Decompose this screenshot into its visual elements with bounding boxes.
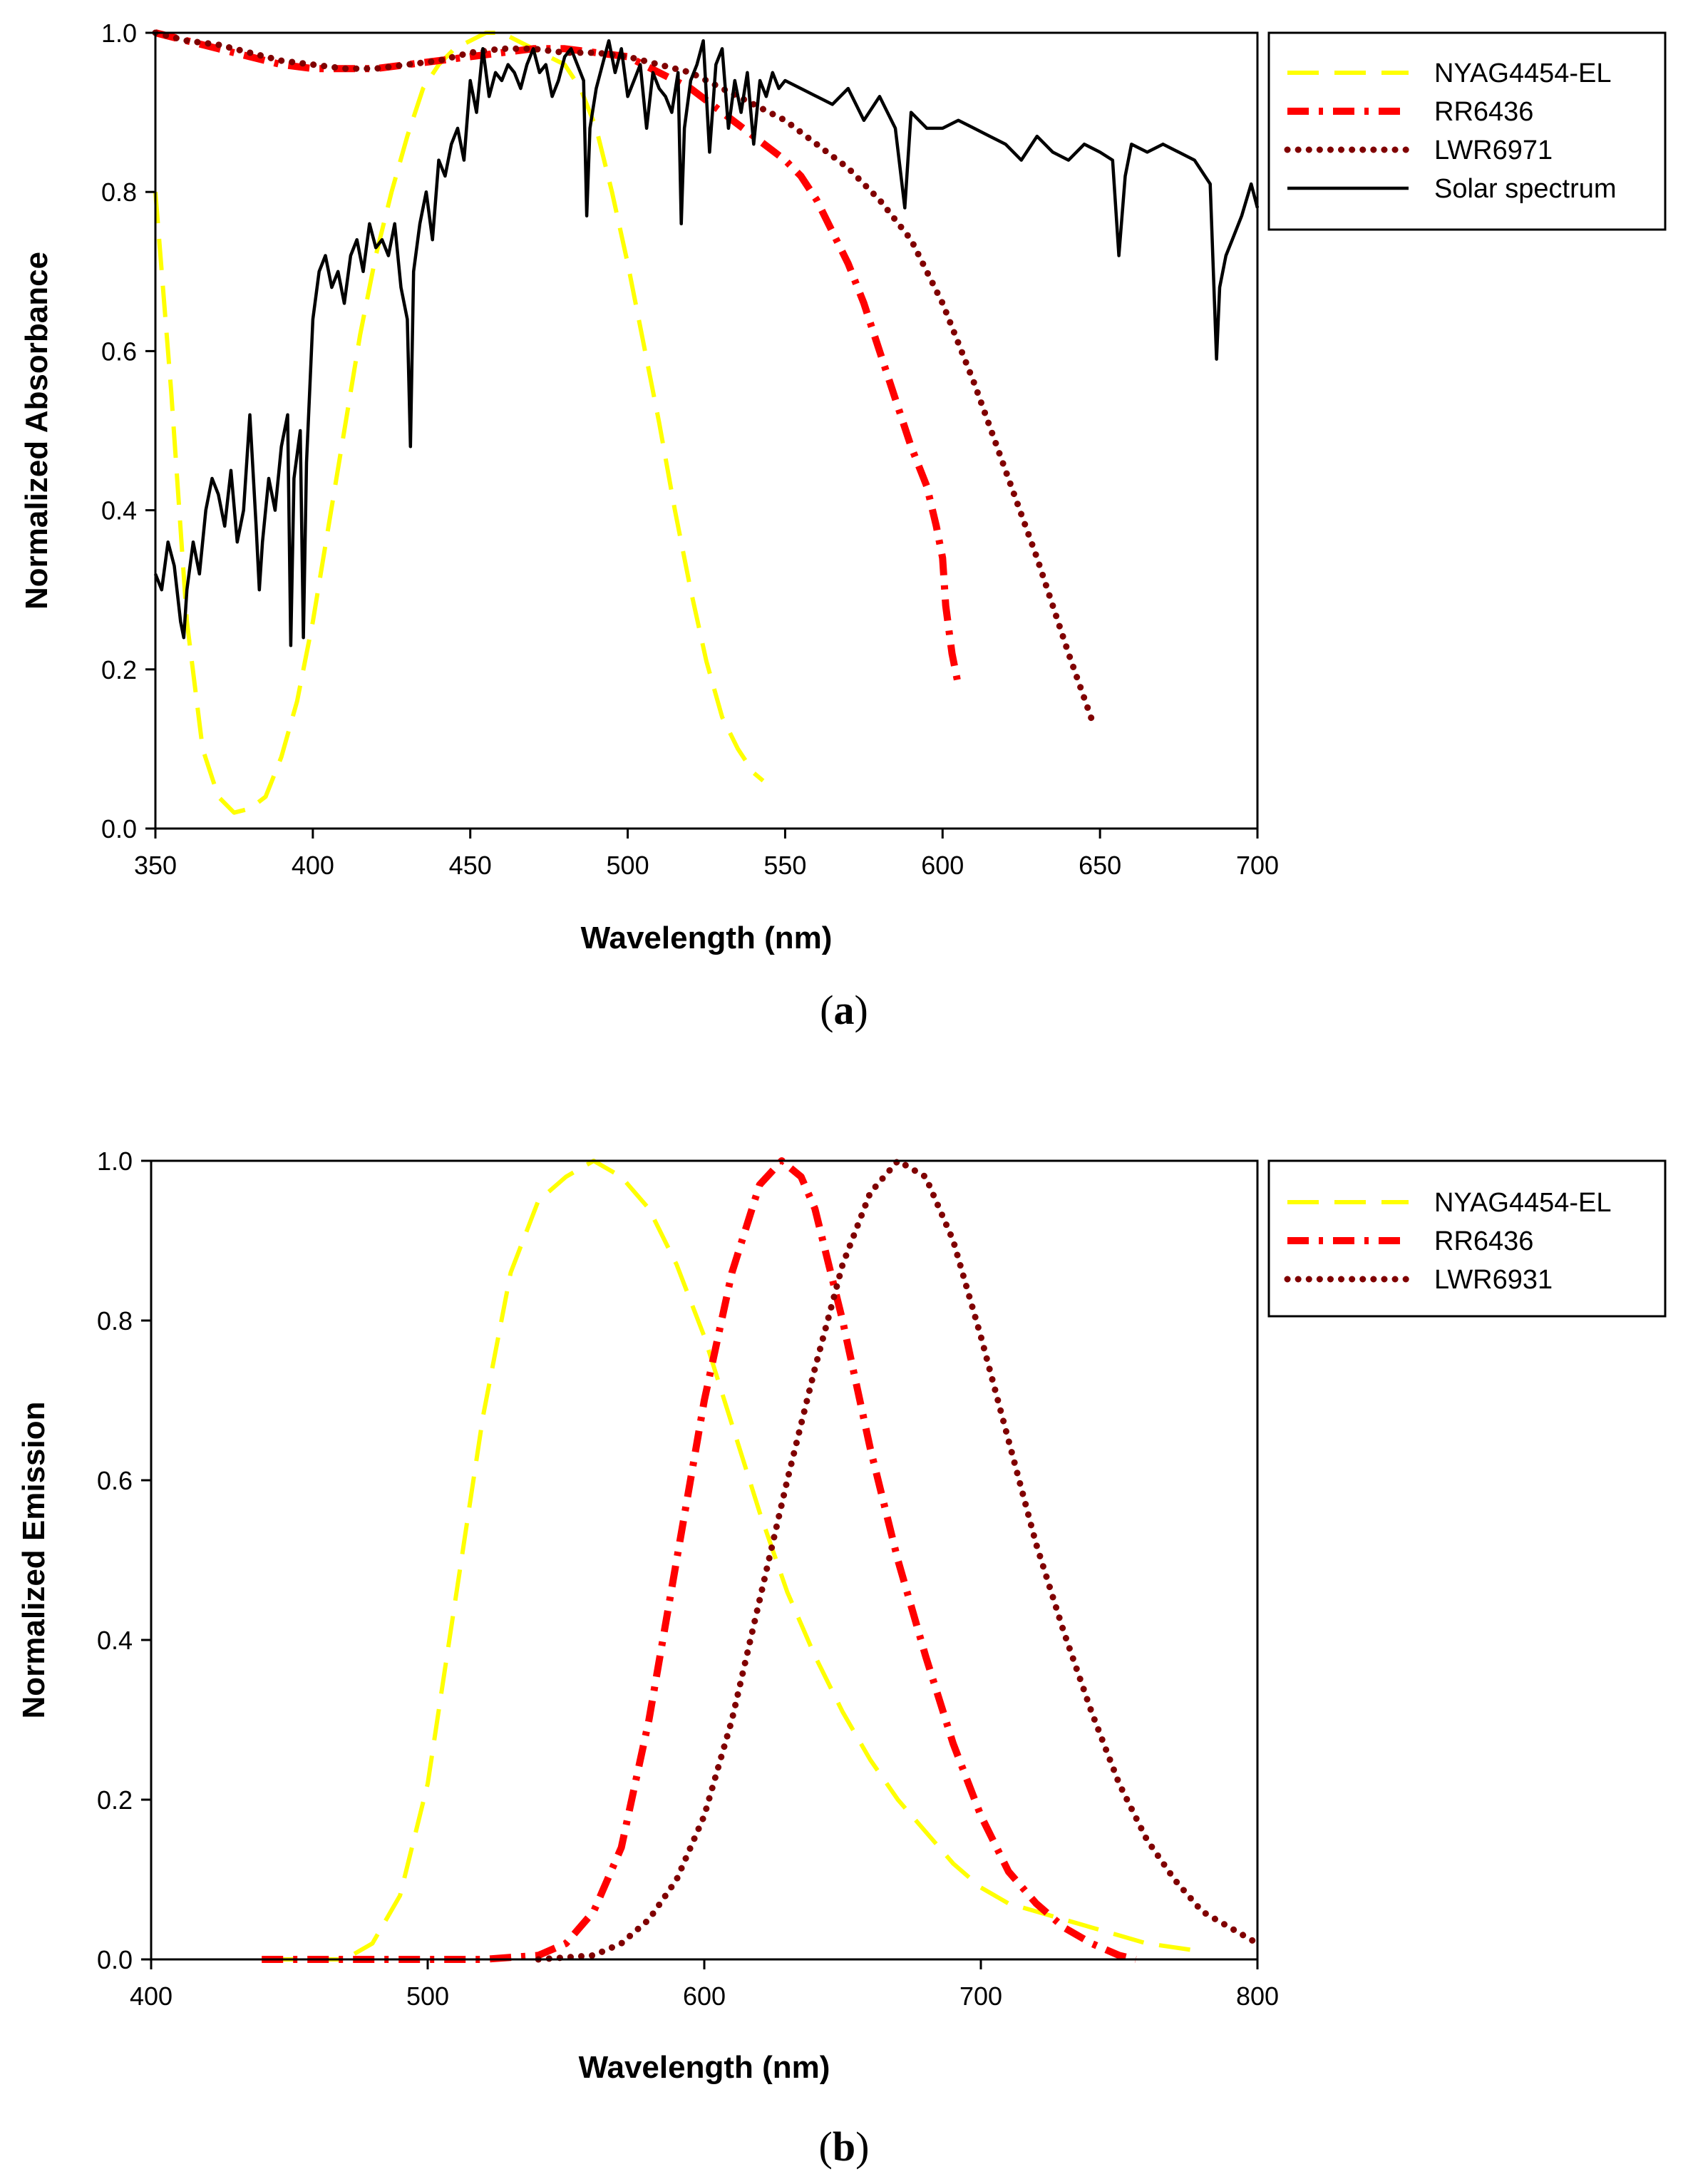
emission-x-tick-label: 500 <box>406 1982 449 2011</box>
absorbance-series-lwr6971 <box>152 29 1097 729</box>
emission-x-axis-title: Wavelength (nm) <box>579 2050 830 2085</box>
emission-y-tick-label: 0.8 <box>97 1306 133 1335</box>
emission-legend-label-rr6436: RR6436 <box>1434 1226 1533 1256</box>
absorbance-plot-frame <box>154 31 1259 830</box>
absorbance-y-tick-label: 0.0 <box>101 814 137 844</box>
absorbance-series-group <box>152 29 1260 815</box>
emission-chart: 400 500 600 700 800 0.0 0.2 0.4 0.6 0.8 1.0 Wavele… <box>16 1147 1667 2170</box>
panel-b-letter: b <box>833 2123 855 2170</box>
panel-a-label: (a) <box>820 987 868 1033</box>
absorbance-x-tick-label: 450 <box>449 851 492 880</box>
absorbance-series-nyag4454-el <box>153 31 765 815</box>
emission-series-rr6436 <box>262 1157 1137 1963</box>
absorbance-x-axis-title: Wavelength (nm) <box>581 921 833 955</box>
emission-x-tick-label: 800 <box>1236 1982 1279 2011</box>
absorbance-y-axis-title: Normalized Absorbance <box>19 252 54 610</box>
absorbance-legend-label-nyag4454-el: NYAG4454-EL <box>1434 58 1612 88</box>
absorbance-y-tick-label: 0.4 <box>101 496 137 526</box>
absorbance-x-tick-label: 550 <box>763 851 806 880</box>
emission-y-tick-label: 0.2 <box>97 1785 133 1815</box>
emission-legend: NYAG4454-EL RR6436 LWR6931 <box>1267 1159 1667 1318</box>
emission-x-tick-label: 600 <box>683 1982 726 2011</box>
absorbance-legend-box <box>1267 31 1667 231</box>
emission-series-nyag4454-el <box>262 1159 1203 1962</box>
absorbance-series-solar-spectrum <box>153 39 1260 647</box>
absorbance-x-tick-label: 700 <box>1236 851 1279 880</box>
absorbance-x-tick-label: 500 <box>607 851 649 880</box>
absorbance-x-tick-label: 350 <box>134 851 177 880</box>
emission-y-tick-label: 1.0 <box>97 1147 133 1176</box>
absorbance-y-tick-label: 0.8 <box>101 178 137 207</box>
absorbance-x-tick-label: 400 <box>292 851 334 880</box>
emission-legend-label-nyag4454-el: NYAG4454-EL <box>1434 1188 1612 1218</box>
absorbance-x-tick-label: 600 <box>921 851 964 880</box>
absorbance-legend-label-lwr6971: LWR6971 <box>1434 135 1553 165</box>
emission-series-group <box>262 1157 1261 1963</box>
absorbance-legend-label-rr6436: RR6436 <box>1434 97 1533 127</box>
emission-x-tick-label: 400 <box>130 1982 173 2011</box>
absorbance-legend: NYAG4454-EL RR6436 LWR6971 Solar spectrum <box>1267 31 1667 231</box>
emission-y-axis-title: Normalized Emission <box>16 1401 51 1718</box>
emission-legend-label-lwr6931: LWR6931 <box>1434 1265 1553 1295</box>
absorbance-chart: 350 400 450 500 550 600 650 700 0.0 0.2 0.4 0.6 0.8 1… <box>19 19 1667 1033</box>
emission-y-tick-label: 0.4 <box>97 1626 133 1655</box>
emission-series-lwr6931 <box>535 1157 1261 1963</box>
absorbance-legend-label-solar-spectrum: Solar spectrum <box>1434 174 1617 204</box>
panel-a-letter: a <box>834 987 855 1033</box>
emission-axis-ticks: 400 500 600 700 800 0.0 0.2 0.4 0.6 0.8 1.0 <box>97 1147 1279 2011</box>
absorbance-y-tick-label: 0.6 <box>101 337 137 366</box>
emission-y-tick-label: 0.6 <box>97 1466 133 1495</box>
absorbance-axis-ticks: 350 400 450 500 550 600 650 700 0.0 0.2 0.4 0.6 0.8 1… <box>101 19 1279 880</box>
panel-b-label: (b) <box>819 2123 870 2170</box>
absorbance-y-tick-label: 0.2 <box>101 655 137 685</box>
emission-x-tick-label: 700 <box>959 1982 1002 2011</box>
absorbance-y-tick-label: 1.0 <box>101 19 137 48</box>
emission-y-tick-label: 0.0 <box>97 1945 133 1974</box>
absorbance-x-tick-label: 650 <box>1079 851 1121 880</box>
